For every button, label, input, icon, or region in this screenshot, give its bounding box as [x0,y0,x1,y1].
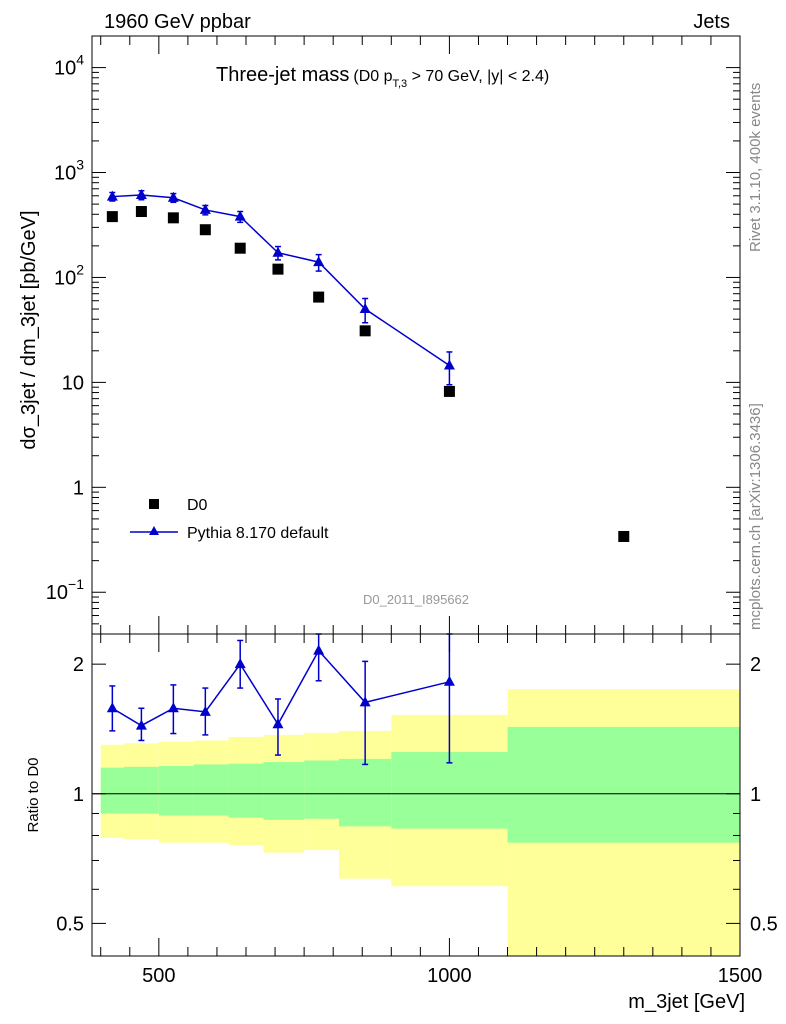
d0-data-point [106,211,118,223]
ratio-uncertainty-bands [100,689,740,956]
d0-data-point [167,212,179,224]
ratio-data-point [199,705,211,716]
ratio-data-point [313,644,325,655]
main-y-tick-label-base: 10 [54,163,76,185]
main-y-tick-label-base: 10 [46,582,68,604]
main-y-tick-label-exp: −1 [68,576,84,592]
ratio-x-ticks: 500 1000 1500 [100,634,763,987]
mc-data-point [234,210,246,221]
main-y-tick-label-base: 10 [62,372,84,394]
d0-data-point [272,263,284,275]
title-note-sub: T,3 [393,78,408,90]
d0-data-point [135,206,147,218]
ratio-line [111,649,450,727]
ratio-data-point [135,719,147,730]
ratio-y-tick-label-right: 1 [750,784,761,806]
mc-data-point [359,303,371,314]
main-y-tick-label: 102 [54,261,84,289]
mc-line [112,194,450,367]
inner-band-bin [158,766,194,816]
inner-band-bin [304,760,339,819]
x-tick-label: 1000 [427,965,472,987]
d0-data-point [443,385,455,397]
main-y-tick-label-base: 10 [54,58,76,80]
title-note-post: > 70 GeV, |y| < 2.4) [407,68,549,85]
mc-data-point [167,191,179,202]
ratio-panel: 0.5 0.5 1 1 2 2 500 1000 1500 Ratio to D0 m_3je… [25,633,778,1013]
ratio-y-tick-label: 2 [73,654,84,676]
header-left: 1960 GeV ppbar [104,11,251,33]
mcplots-label: mcplots.cern.ch [arXiv:1306.3436] [747,403,764,630]
ratio-data-point [106,702,118,713]
header-right: Jets [693,11,730,33]
ratio-y-tick-label-right: 0.5 [750,913,778,935]
main-y-tick-label: 104 [54,52,84,80]
inner-band-bin [193,764,229,816]
mc-data-point [443,359,455,370]
inner-band-bin [338,758,392,827]
chart-title: Three-jet mass (D0 pT,3 > 70 GeV, |y| < 2… [216,64,549,90]
main-y-tick-label-exp: 4 [76,52,84,68]
ratio-data-point [167,702,179,713]
main-y-tick-label-exp: 2 [76,261,84,277]
inner-band-bin [100,767,124,814]
legend-marker-mc [149,526,159,535]
legend: D0 Pythia 8.170 default [130,497,329,542]
ratio-data-point [443,675,455,686]
main-y-axis-label: dσ_3jet / dm_3jet [pb/GeV] [18,210,40,449]
main-y-tick-label-base: 10 [54,267,76,289]
ratio-y-tick-label-right: 2 [750,654,761,676]
ratio-frame [91,633,741,957]
mc-data-point [272,246,284,257]
ratio-data-point [359,696,371,707]
main-y-tick-label: 10 [62,372,84,394]
mc-data-point [199,203,211,214]
main-y-tick-label-exp: 3 [76,157,84,173]
main-y-tick-label: 1 [73,477,84,499]
mc-data-point [313,256,325,267]
analysis-id: D0_2011_I895662 [363,592,469,607]
d0-data-point [313,291,325,303]
d0-data-point [199,224,211,236]
main-y-tick-label: 10−1 [46,576,84,604]
inner-band-bin [228,763,264,818]
ratio-y-ticks: 0.5 0.5 1 1 2 2 [56,654,778,935]
ratio-data-point [272,718,284,729]
ratio-y-axis-label: Ratio to D0 [25,757,42,832]
inner-band-bin [123,766,159,814]
d0-data-point [359,325,371,337]
legend-marker-d0 [149,499,159,509]
x-axis-label: m_3jet [GeV] [628,991,745,1013]
d0-data-point [234,242,246,254]
inner-band-bin [391,752,508,829]
main-x-ticks [100,36,741,634]
main-frame [91,35,741,635]
x-tick-label: 500 [142,965,175,987]
inner-band-bin [507,726,740,843]
d0-data-point [618,530,630,542]
main-y-tick-label: 103 [54,157,84,185]
ratio-y-tick-label: 1 [73,784,84,806]
ratio-data-point [234,658,246,669]
main-series [106,189,630,542]
title-note-pre: (D0 p [353,68,392,85]
main-y-tick-label-base: 1 [73,477,84,499]
mc-data-point [135,189,147,200]
ratio-y-tick-label: 0.5 [56,913,84,935]
mc-data-point [106,190,118,201]
inner-band-bin [263,762,305,820]
legend-label-mc: Pythia 8.170 default [187,525,329,542]
rivet-version-label: Rivet 3.1.10, 400k events [747,83,764,252]
x-tick-label: 1500 [718,965,763,987]
legend-label-d0: D0 [187,497,208,514]
